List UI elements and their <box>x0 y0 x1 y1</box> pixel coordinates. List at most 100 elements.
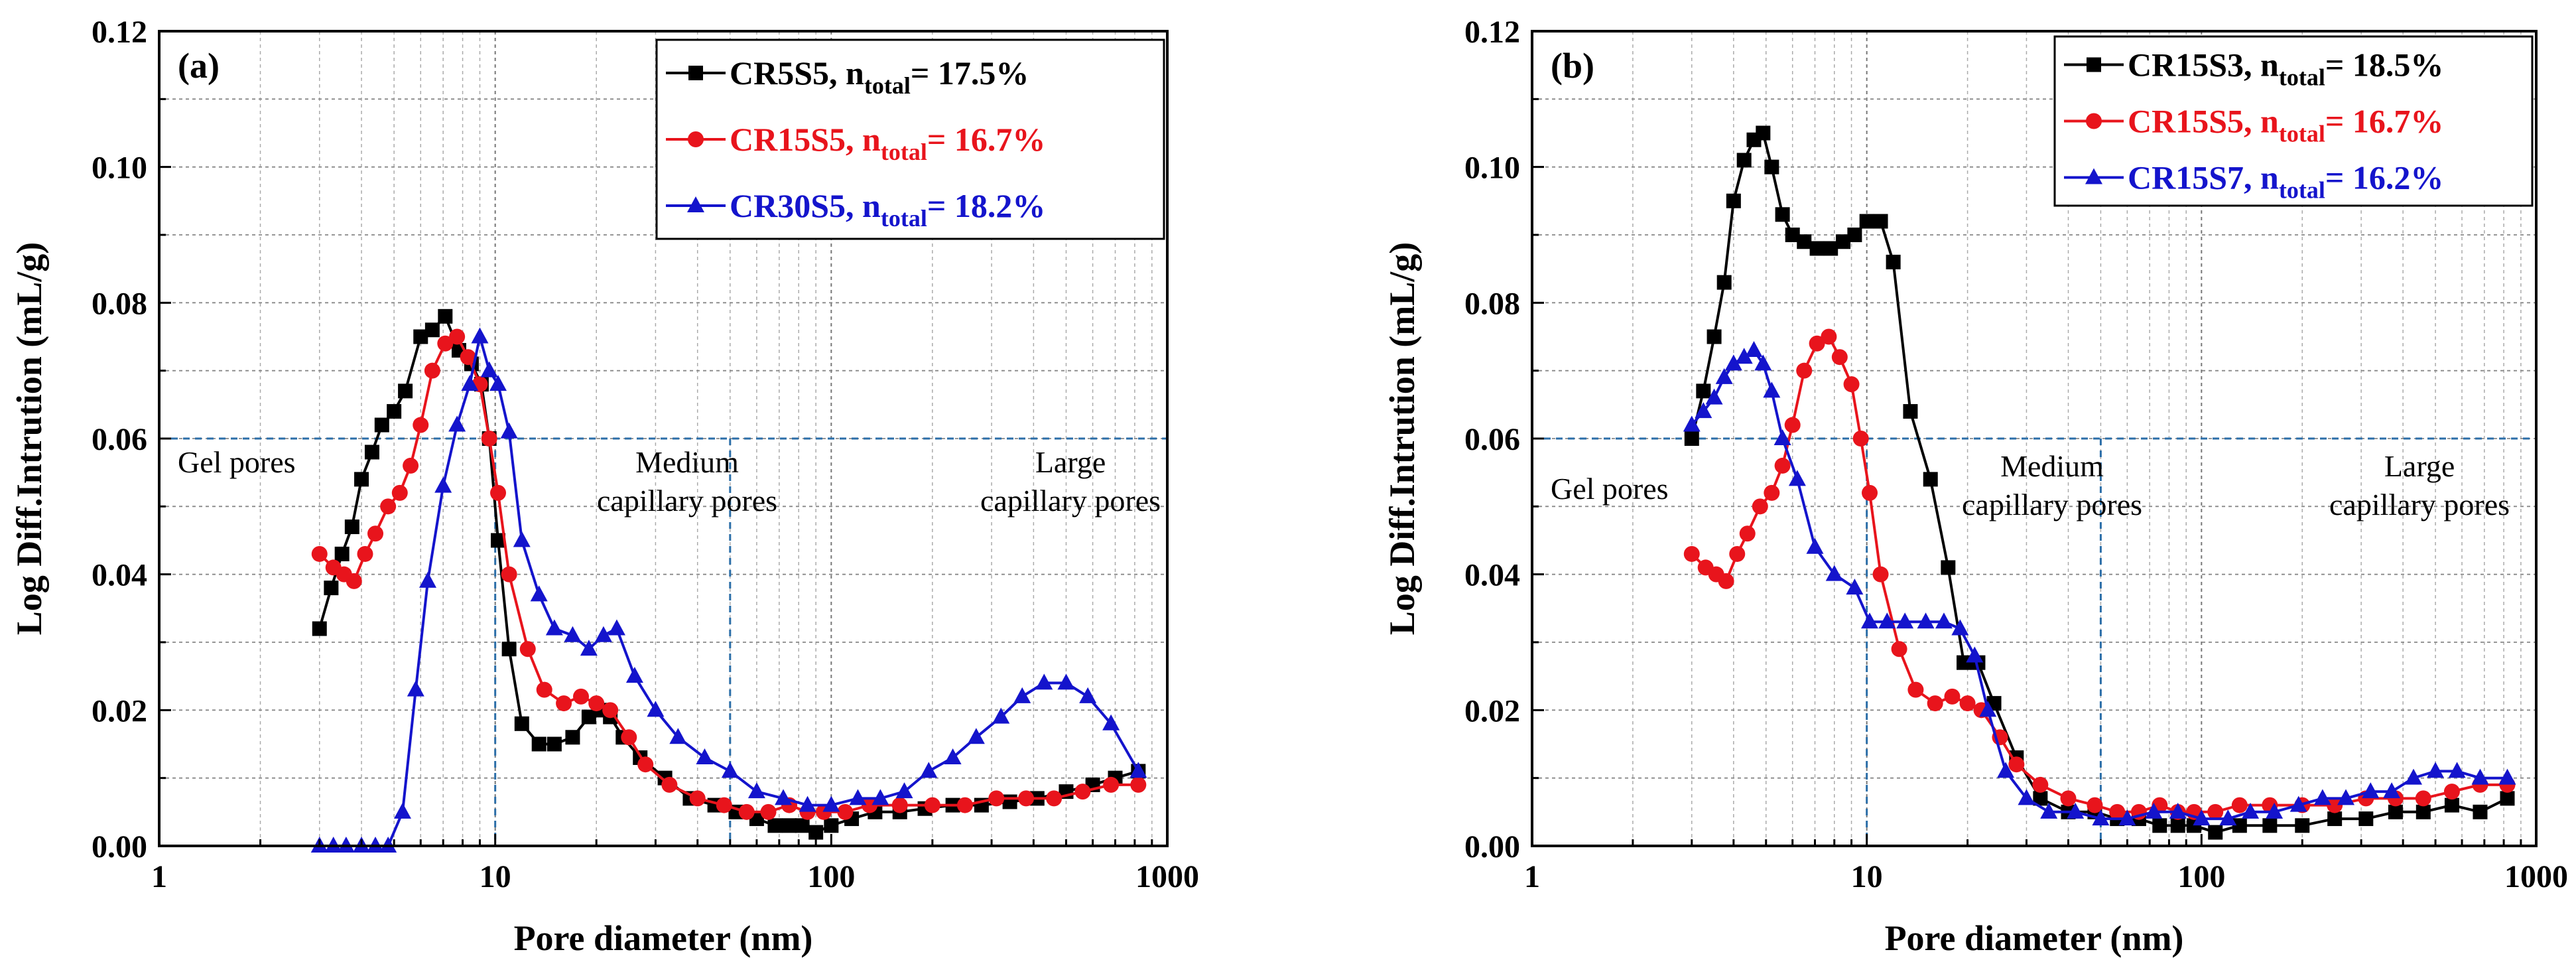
panel-label: (a) <box>178 46 220 86</box>
data-point <box>1739 525 1756 542</box>
data-point <box>747 782 765 799</box>
data-point <box>721 762 739 778</box>
legend-item: CR15S3, ntotal= 18.5% <box>2064 46 2443 91</box>
data-point <box>1788 470 1806 486</box>
region-label-line: capillary pores <box>980 484 1161 518</box>
data-point <box>992 707 1010 724</box>
data-point <box>2383 782 2401 799</box>
data-point <box>637 756 654 773</box>
panel-b: Gel pores Medium capillary pores Large capil… <box>1382 15 2568 958</box>
data-point <box>2008 756 2025 773</box>
data-point <box>967 728 985 744</box>
data-point <box>2289 795 2307 812</box>
data-point <box>795 818 810 833</box>
data-point <box>1745 340 1763 357</box>
data-point <box>573 688 590 705</box>
data-point <box>1736 153 1752 168</box>
data-point <box>608 619 625 636</box>
data-point <box>1886 254 1901 269</box>
legend-label: CR15S7, ntotal= 16.2% <box>2128 159 2443 204</box>
data-point <box>1018 790 1035 807</box>
series-cr15s5 <box>311 328 1147 820</box>
data-point <box>1775 207 1790 222</box>
y-tick-label: 0.04 <box>1464 558 1520 593</box>
data-point <box>1852 431 1869 447</box>
data-point <box>2443 784 2460 800</box>
data-point <box>775 789 793 805</box>
data-point <box>1707 329 1722 344</box>
y-tick-label: 0.02 <box>92 693 147 728</box>
data-point <box>895 782 913 799</box>
ticks: 1 10 100 1000 0.00 0.02 0.04 0.06 0.08 0.10 0.12 <box>92 15 1199 894</box>
data-point <box>1957 655 1972 670</box>
data-point <box>1847 228 1862 242</box>
data-point <box>1756 125 1771 141</box>
data-point <box>1773 429 1791 445</box>
legend-marker <box>2085 168 2102 184</box>
data-point <box>413 417 429 433</box>
data-point <box>716 797 732 813</box>
data-point <box>489 375 507 391</box>
legend-label-value: = 18.5% <box>2325 46 2444 84</box>
legend-item: CR15S5, ntotal= 16.7% <box>2064 103 2443 147</box>
legend-label: CR15S5, ntotal= 16.7% <box>2128 103 2443 147</box>
data-point <box>2313 789 2331 805</box>
data-point <box>461 375 479 391</box>
data-point <box>2262 818 2278 833</box>
data-point <box>1752 498 1768 515</box>
data-point <box>1907 681 1924 698</box>
data-point <box>374 417 389 433</box>
data-point <box>1726 193 1741 208</box>
data-point <box>696 748 714 764</box>
legend-label-name: CR30S5, n <box>730 187 881 224</box>
legend-marker <box>688 131 704 147</box>
series-line <box>1691 334 2508 813</box>
data-point <box>480 361 498 378</box>
data-point <box>871 789 889 805</box>
data-point <box>1103 776 1120 793</box>
data-point <box>2415 804 2431 819</box>
data-point <box>2444 797 2459 813</box>
data-point <box>1873 214 1888 229</box>
data-point <box>2500 791 2515 806</box>
data-point <box>594 626 612 642</box>
data-point <box>2362 782 2380 799</box>
series-line <box>1691 348 2508 821</box>
data-point <box>2032 776 2049 793</box>
data-point <box>2415 790 2431 807</box>
data-point <box>391 484 408 501</box>
data-point <box>556 695 572 712</box>
data-point <box>1831 349 1848 366</box>
data-point <box>1718 573 1734 589</box>
data-point <box>419 571 436 588</box>
data-point <box>956 797 973 813</box>
data-point <box>1074 784 1091 800</box>
data-point <box>1046 790 1063 807</box>
data-point <box>1935 612 1953 629</box>
data-point <box>565 730 580 745</box>
legend-label-value: = 16.2% <box>2325 159 2444 196</box>
x-tick-label: 100 <box>2177 859 2225 894</box>
data-point <box>2207 803 2224 820</box>
data-point <box>2498 768 2516 785</box>
data-point <box>564 626 582 642</box>
data-point <box>1057 673 1075 690</box>
data-point <box>1696 383 1711 399</box>
y-tick-label: 0.08 <box>1464 286 1520 321</box>
x-axis-title: Pore diameter (nm) <box>1885 918 2184 958</box>
data-point <box>1891 641 1907 657</box>
legend-item: CR5S5, ntotal= 17.5% <box>666 54 1029 99</box>
data-point <box>1715 368 1733 384</box>
legend-label-value: = 16.7% <box>2325 103 2444 140</box>
data-point <box>460 349 476 366</box>
reference-lines <box>1532 437 2536 846</box>
data-point <box>346 573 362 589</box>
data-point <box>1774 457 1791 474</box>
data-point <box>799 795 816 812</box>
data-point <box>1695 402 1712 419</box>
data-point <box>2087 797 2103 813</box>
legend-marker <box>687 196 704 212</box>
data-point <box>924 797 940 813</box>
y-axis-title: Log Diff.Intrution (mL/g) <box>1382 242 1422 636</box>
legend-label-subscript: total <box>864 72 911 99</box>
